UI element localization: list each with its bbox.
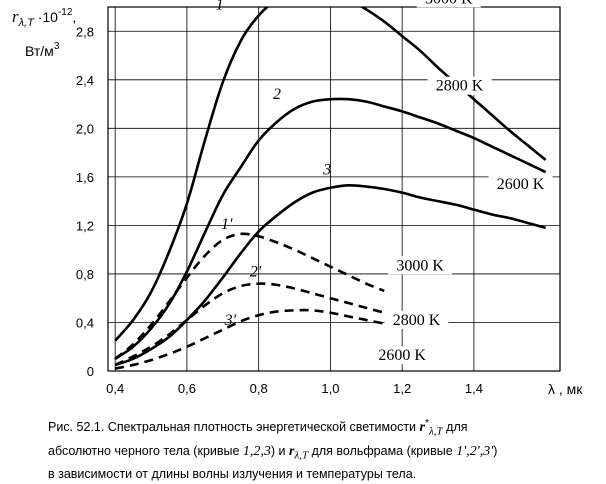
y-axis-subscript: λ,T bbox=[18, 17, 35, 29]
temperature-label: 2800 K bbox=[393, 312, 441, 329]
y-axis-exponent: -12 bbox=[58, 7, 73, 18]
curve-label: 3' bbox=[224, 312, 237, 329]
curves bbox=[114, 7, 547, 370]
y-tick-label: 1,2 bbox=[76, 218, 94, 233]
y-tick-label: 2,4 bbox=[76, 73, 94, 88]
caption-black-curves: 1,2,3 bbox=[242, 443, 271, 459]
y-tick-label: 0 bbox=[87, 364, 94, 379]
caption-line2-a: абсолютно черного тела (кривые bbox=[48, 443, 243, 458]
y-axis-comma: , bbox=[72, 9, 76, 25]
y-axis-unit: Вт/м3 bbox=[25, 41, 60, 59]
figure-caption: Рис. 52.1. Спектральная плотность энерге… bbox=[48, 414, 600, 484]
temp-label-bg bbox=[370, 346, 435, 365]
temperature-labels: 3000 K 2800 K 2600 K 3000 K 2800 K 2600 K bbox=[370, 0, 553, 365]
curve-label: 1 bbox=[216, 0, 224, 13]
y-tick-label: 0,8 bbox=[76, 267, 94, 282]
y-axis-factor: ·10 bbox=[34, 9, 58, 25]
caption-r-sub: λ,T bbox=[429, 425, 443, 438]
caption-w-curves: 1',2',3' bbox=[456, 443, 494, 459]
series-line-2prime bbox=[114, 282, 385, 367]
y-axis-unit-exp: 3 bbox=[54, 41, 60, 52]
caption-r2-sub: λ,T bbox=[294, 449, 309, 462]
caption-line1-prefix: Рис. 52.1. Спектральная плотность энерге… bbox=[48, 420, 420, 435]
curve-number-labels: 1 2 3 1' 2' 3' bbox=[216, 0, 332, 329]
temperature-label: 2600 K bbox=[378, 347, 426, 364]
temperature-label: 2600 K bbox=[497, 176, 545, 193]
x-tick-label: 0,4 bbox=[106, 381, 124, 396]
y-axis-label: rλ,T ·10-12, bbox=[12, 7, 76, 29]
x-tick-labels: 0,4 0,6 0,8 1,0 1,2 1,4 bbox=[106, 381, 483, 396]
plot-frame bbox=[107, 6, 561, 372]
y-tick-label: 2,0 bbox=[76, 121, 94, 136]
x-tick-label: 1,0 bbox=[321, 381, 339, 396]
series-line-2 bbox=[114, 97, 547, 360]
curve-label: 1' bbox=[221, 216, 233, 233]
x-tick-label: 1,2 bbox=[393, 381, 411, 396]
series-line-3 bbox=[114, 184, 546, 367]
temp-label-bg bbox=[488, 175, 553, 193]
caption-line1-suffix: для bbox=[442, 420, 468, 435]
temperature-label: 3000 K bbox=[396, 257, 444, 274]
temperature-label: 2800 K bbox=[436, 78, 484, 95]
curve-label: 3 bbox=[322, 161, 331, 178]
series-line-1 bbox=[114, 7, 547, 342]
caption-line3: в зависимости от длины волны излучения и… bbox=[48, 467, 417, 482]
temp-label-bg bbox=[388, 256, 453, 275]
caption-r-star: * bbox=[424, 418, 430, 429]
y-tick-label: 0,4 bbox=[76, 315, 94, 330]
temperature-label: 3000 K bbox=[425, 0, 473, 7]
y-tick-label: 1,6 bbox=[76, 170, 94, 185]
y-tick-label: 2,8 bbox=[76, 24, 94, 39]
grid-lines bbox=[108, 7, 560, 371]
x-tick-label: 1,4 bbox=[465, 381, 483, 396]
x-axis-label: λ , мк bbox=[548, 381, 583, 397]
x-tick-label: 0,6 bbox=[178, 381, 196, 396]
spectral-chart: 0,4 0,6 0,8 1,0 1,2 1,4 00,40,81,21,62,02,42,… bbox=[12, 0, 583, 397]
caption-line2-d: ) bbox=[493, 443, 498, 458]
temp-label-bg bbox=[384, 310, 449, 329]
caption-r2-symbol: r bbox=[289, 443, 295, 459]
y-axis-unit-text: Вт/м bbox=[25, 43, 54, 59]
caption-line2-c: для вольфрама (кривые bbox=[308, 443, 457, 458]
y-axis-symbol: r bbox=[12, 7, 19, 26]
temp-label-bg bbox=[427, 76, 492, 95]
x-tick-label: 0,8 bbox=[250, 381, 268, 396]
y-tick-labels: 0 0,4 0,8 1,2 1,6 2,0 2,4 2,8 bbox=[76, 24, 94, 379]
curve-label: 2' bbox=[250, 263, 262, 280]
curve-label: 2 bbox=[273, 86, 281, 103]
caption-line2-b: ) и bbox=[270, 443, 290, 458]
caption-r-symbol: r bbox=[419, 420, 425, 436]
temp-label-bg bbox=[416, 0, 481, 8]
series-line-1prime bbox=[114, 232, 385, 360]
series-line-3prime bbox=[114, 308, 385, 370]
